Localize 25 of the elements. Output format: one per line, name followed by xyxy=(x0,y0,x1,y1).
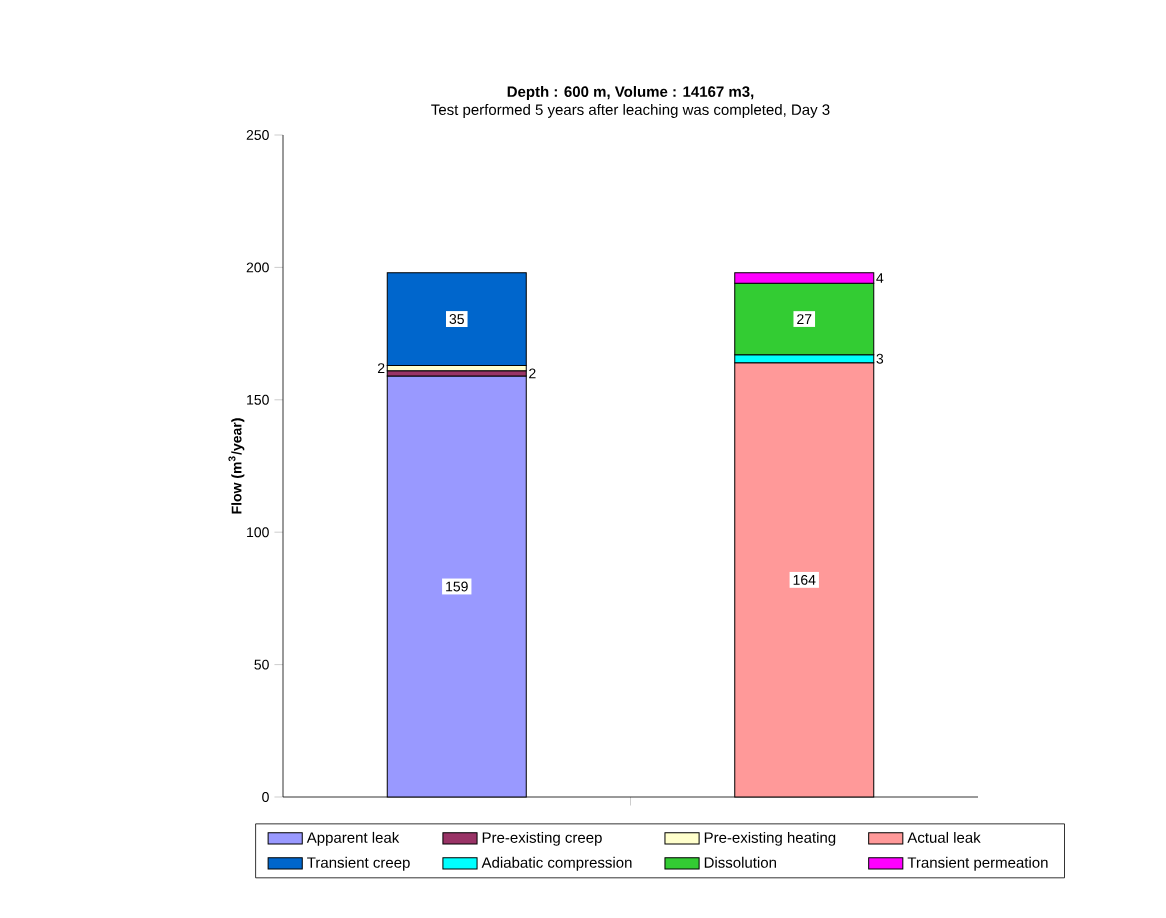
data-label: 4 xyxy=(876,273,884,283)
legend-label: Apparent leak xyxy=(306,831,400,846)
data-label: 164 xyxy=(793,574,816,585)
legend-label: Adiabatic compression xyxy=(481,856,632,871)
y-axis-title: Flow (m$^{3}$/year) xyxy=(228,418,245,514)
legend-label: Actual leak xyxy=(907,831,981,843)
data-label: 2 xyxy=(529,368,536,379)
y-tick-label: 50 xyxy=(254,659,269,670)
chart-title: Depth : 600 m, Volume : 14167 m3, xyxy=(507,85,754,100)
data-label: 159 xyxy=(446,581,468,592)
legend-label: Transient creep xyxy=(307,856,410,871)
data-label: 2 xyxy=(377,363,385,373)
data-label: 27 xyxy=(797,314,812,324)
y-tick-label: 200 xyxy=(246,262,269,273)
y-tick-label: 150 xyxy=(247,394,269,405)
legend-label: Pre-existing heating xyxy=(704,831,836,846)
legend-label: Pre-existing creep xyxy=(482,831,602,846)
chart-subtitle: Test performed 5 years after leaching was completed, Day 3 xyxy=(431,103,830,118)
y-tick-label: 250 xyxy=(246,130,269,140)
y-tick-label: 100 xyxy=(247,527,269,538)
y-tick-label: 0 xyxy=(262,792,269,802)
legend-label: Dissolution xyxy=(704,856,776,868)
legend-label: Transient permeation xyxy=(907,856,1048,871)
data-label: 35 xyxy=(449,314,464,324)
data-label: 3 xyxy=(876,353,884,364)
